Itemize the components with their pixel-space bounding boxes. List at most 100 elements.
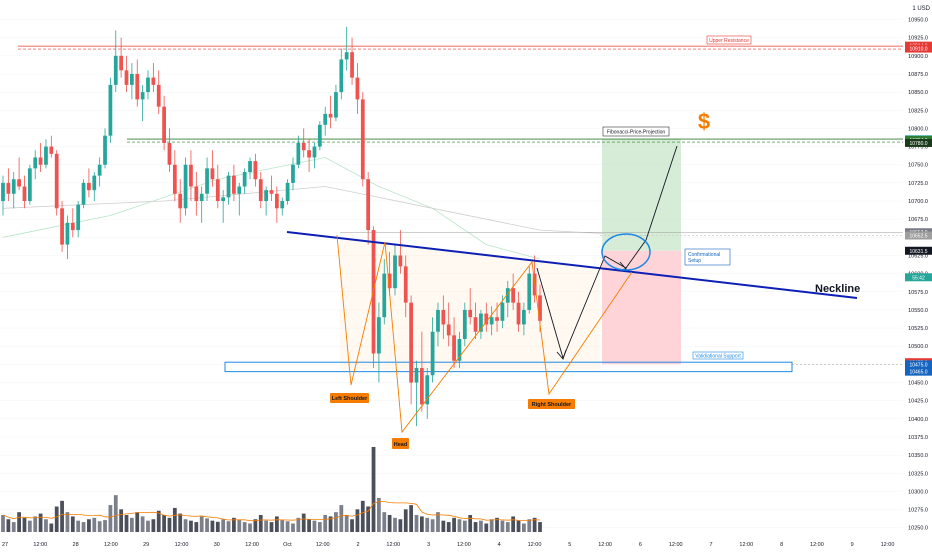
volume-bar xyxy=(473,522,478,532)
volume-bar xyxy=(398,519,403,532)
volume-bar xyxy=(167,517,172,532)
left-shoulder-label: Left Shoulder xyxy=(330,393,369,403)
volume-bar xyxy=(44,519,48,532)
price-tick-label: 10900.0 xyxy=(908,54,928,60)
volume-bar xyxy=(221,519,226,532)
volume-bar xyxy=(205,518,209,532)
candle-body xyxy=(414,368,419,383)
volume-bar xyxy=(532,517,537,532)
volume-bar xyxy=(366,506,371,532)
dollar-icon: $ xyxy=(698,109,710,134)
label-layer: Upper Resistance Fibonacci-Price-Project… xyxy=(330,35,860,449)
price-tick-label: 10950.0 xyxy=(908,18,928,24)
candle-body xyxy=(76,204,81,231)
price-tick-label: 10550.0 xyxy=(908,308,928,314)
price-tag-text: 10631.5 xyxy=(909,249,927,255)
price-tick-label: 10675.0 xyxy=(908,217,928,223)
candle-body xyxy=(226,175,231,198)
volume-layer xyxy=(1,447,542,532)
candle-body xyxy=(393,255,397,289)
time-tick-label: 12:00 xyxy=(33,542,47,548)
candle-body xyxy=(221,197,226,202)
volume-bar xyxy=(162,515,166,532)
candle-body xyxy=(81,182,86,205)
volume-bar xyxy=(419,516,424,532)
candle-body xyxy=(54,153,59,209)
price-tag xyxy=(905,273,932,282)
volume-bar xyxy=(11,522,16,532)
time-tick-label: Oct xyxy=(283,542,292,548)
volume-bar xyxy=(285,521,290,532)
candle-body xyxy=(516,302,521,325)
candle-body xyxy=(253,161,258,180)
price-tick-label: 10250.0 xyxy=(908,526,928,532)
volume-bar xyxy=(151,519,156,532)
volume-bar xyxy=(65,512,70,532)
candle-body xyxy=(441,309,446,325)
candle-body xyxy=(258,179,263,202)
price-tick-label: 10625.0 xyxy=(908,253,928,259)
price-tick-label: 10325.0 xyxy=(908,471,928,477)
time-tick-label: 3 xyxy=(427,542,430,548)
volume-bar xyxy=(232,517,236,532)
candle-body xyxy=(248,161,252,172)
candle-body xyxy=(70,222,75,231)
candle-layer xyxy=(1,26,542,427)
candle-body xyxy=(328,113,333,118)
candle-body xyxy=(151,77,156,85)
candle-body xyxy=(468,309,473,318)
time-tick-label: 12:00 xyxy=(245,542,259,548)
candle-body xyxy=(479,313,483,332)
fibonacci-label: Fibonacci-Price-Projection xyxy=(602,126,670,137)
left-shoulder-text: Left Shoulder xyxy=(332,396,368,402)
volume-bar xyxy=(189,520,193,532)
volume-bar xyxy=(495,517,499,532)
volume-bar xyxy=(108,505,113,532)
candle-body xyxy=(430,331,435,376)
price-tick-label: 10750.0 xyxy=(908,163,928,169)
candle-body xyxy=(505,288,510,303)
right-shoulder-label: Right Shoulder xyxy=(528,399,575,409)
time-tick-label: 8 xyxy=(780,542,783,548)
volume-bar xyxy=(516,520,521,532)
price-tick-label: 10825.0 xyxy=(908,108,928,114)
candle-body xyxy=(11,179,16,194)
price-tick-label: 10375.0 xyxy=(908,435,928,441)
volume-bar xyxy=(178,513,183,532)
volume-bar xyxy=(468,515,473,532)
candle-body xyxy=(44,146,48,165)
candle-body xyxy=(522,309,526,325)
candle-body xyxy=(334,92,338,118)
candle-body xyxy=(274,193,279,209)
candle-body xyxy=(387,273,392,289)
volume-bar xyxy=(60,500,64,532)
price-tick-label: 10425.0 xyxy=(908,399,928,405)
time-tick-label: 12:00 xyxy=(528,542,542,548)
candle-body xyxy=(135,73,140,100)
candle-body xyxy=(269,190,274,194)
price-tag xyxy=(905,44,932,53)
candle-body xyxy=(119,55,124,71)
volume-bar xyxy=(22,517,27,532)
volume-bar xyxy=(350,519,354,532)
volume-bar xyxy=(54,506,59,532)
time-tick-label: 6 xyxy=(639,542,642,548)
candle-body xyxy=(462,309,467,339)
volume-bar xyxy=(334,512,338,532)
candle-body xyxy=(60,208,64,245)
volume-bar xyxy=(280,520,285,532)
volume-bar xyxy=(17,512,21,532)
time-tick-label: 29 xyxy=(143,542,149,548)
volume-bar xyxy=(462,520,467,532)
volume-bar xyxy=(489,519,494,532)
head-text: Head xyxy=(394,442,407,448)
volume-bar xyxy=(119,509,124,532)
volume-bar xyxy=(446,522,451,532)
price-tag-text: 10652.5 xyxy=(909,234,927,240)
time-tick-label: 12:00 xyxy=(104,542,118,548)
candle-body xyxy=(232,175,236,194)
volume-bar xyxy=(527,519,532,532)
candle-body xyxy=(124,70,129,85)
